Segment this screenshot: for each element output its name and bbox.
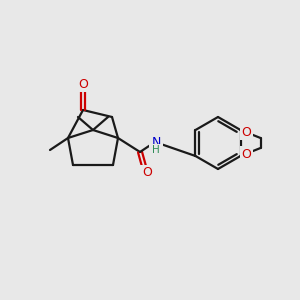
Text: H: H xyxy=(152,145,160,155)
Text: O: O xyxy=(242,125,251,139)
Text: O: O xyxy=(242,148,251,160)
Text: O: O xyxy=(78,77,88,91)
Text: N: N xyxy=(151,136,161,148)
Text: O: O xyxy=(142,167,152,179)
